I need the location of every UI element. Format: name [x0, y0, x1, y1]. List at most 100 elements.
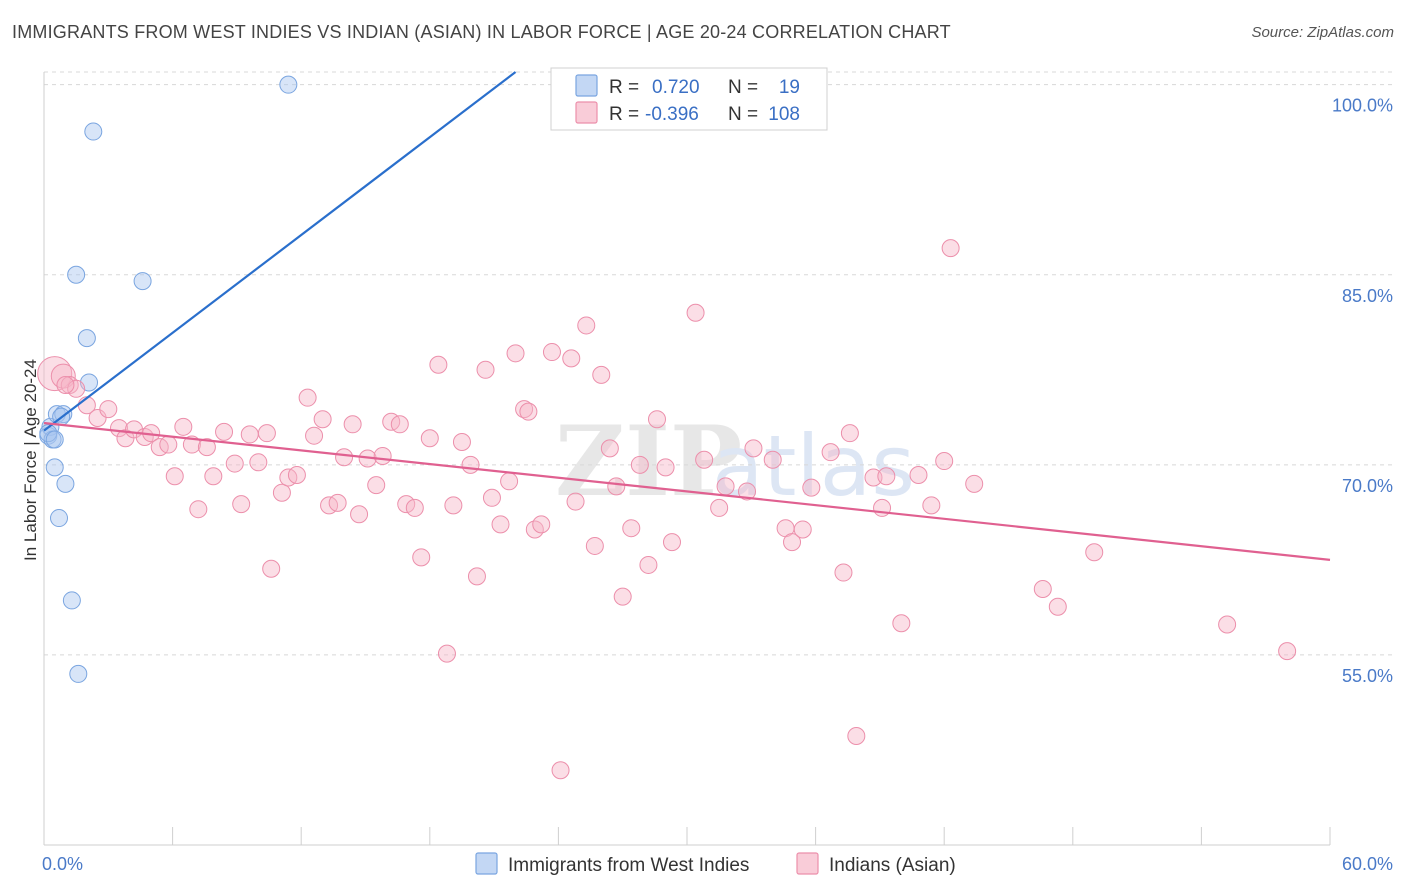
point-indians — [189, 500, 208, 519]
point-west-indies — [62, 591, 81, 610]
point-indians — [1033, 580, 1052, 599]
point-indians — [412, 548, 431, 567]
point-west-indies — [84, 122, 103, 141]
point-indians — [542, 343, 561, 362]
point-indians — [197, 438, 216, 457]
point-west-indies — [69, 664, 88, 683]
point-indians — [67, 379, 86, 398]
point-indians — [165, 467, 184, 486]
point-indians — [249, 453, 268, 472]
point-indians — [622, 519, 641, 538]
tick-labels: 55.0% 70.0% 85.0% 100.0% 0.0% 60.0% — [42, 96, 1393, 874]
point-west-indies — [45, 458, 64, 477]
watermark-zip: ZIP — [555, 405, 742, 518]
point-indians — [662, 533, 681, 552]
point-indians — [935, 452, 954, 471]
point-indians — [305, 426, 324, 445]
point-indians — [686, 303, 705, 322]
point-indians — [600, 439, 619, 458]
source-label: Source: ZipAtlas.com — [1251, 24, 1394, 41]
point-indians — [37, 356, 73, 392]
point-indians — [840, 424, 859, 443]
y-tick-label: 85.0% — [1342, 286, 1393, 306]
point-indians — [272, 483, 291, 502]
point-indians — [367, 476, 386, 495]
point-west-indies — [45, 430, 64, 449]
point-indians — [429, 355, 448, 374]
trend-line-indians — [43, 421, 1331, 561]
point-west-indies — [67, 265, 86, 284]
point-indians — [834, 563, 853, 582]
watermark: ZIP atlas — [555, 405, 915, 518]
point-indians — [262, 559, 281, 578]
point-indians — [562, 349, 581, 368]
point-indians — [397, 495, 416, 514]
legend-swatch-indians — [575, 101, 598, 124]
point-indians — [1048, 597, 1067, 616]
point-indians — [390, 415, 409, 434]
point-indians — [1278, 642, 1297, 661]
point-indians — [491, 515, 510, 534]
axes — [43, 72, 1331, 846]
stats-legend: R = 0.720 N = 19 R = -0.396 N = 108 — [550, 67, 828, 131]
point-indians — [802, 478, 821, 497]
point-indians — [577, 316, 596, 335]
point-indians — [613, 587, 632, 606]
bottom-legend-swatch-west-indies — [475, 852, 498, 875]
point-indians — [630, 455, 649, 474]
point-west-indies — [133, 272, 152, 291]
point-indians — [444, 496, 463, 515]
legend-swatch-west-indies — [575, 74, 598, 97]
point-indians — [174, 417, 193, 436]
point-indians — [313, 410, 332, 429]
x-tick-label: 0.0% — [42, 854, 83, 874]
point-indians — [232, 495, 251, 514]
legend-r-value: 0.720 — [652, 77, 700, 98]
legend-n-value: 19 — [779, 77, 800, 98]
bottom-legend-swatch-indians — [796, 852, 819, 875]
point-indians — [159, 435, 178, 454]
point-west-indies — [39, 424, 58, 443]
point-indians — [420, 429, 439, 448]
point-indians — [88, 408, 107, 427]
point-indians — [56, 376, 75, 395]
point-indians — [350, 505, 369, 524]
legend-n-value: 108 — [768, 104, 800, 125]
data-points — [37, 75, 1297, 780]
point-indians — [763, 450, 782, 469]
bottom-legend-label-west-indies: Immigrants from West Indies — [508, 855, 749, 876]
point-indians — [892, 614, 911, 633]
legend-r-label: R = — [609, 104, 639, 125]
point-indians — [225, 454, 244, 473]
point-indians — [656, 458, 675, 477]
point-west-indies — [56, 474, 75, 493]
y-axis-label: In Labor Force | Age 20-24 — [21, 359, 40, 561]
legend-r-label: R = — [609, 77, 639, 98]
y-tick-label: 55.0% — [1342, 666, 1393, 686]
point-indians — [287, 465, 306, 484]
point-indians — [328, 493, 347, 512]
point-indians — [783, 533, 802, 552]
point-indians — [257, 424, 276, 443]
point-indians — [738, 482, 757, 501]
point-indians — [500, 472, 519, 491]
point-west-indies — [279, 75, 298, 94]
point-indians — [215, 422, 234, 441]
point-west-indies — [50, 509, 69, 528]
point-indians — [607, 477, 626, 496]
point-indians — [922, 496, 941, 515]
point-indians — [532, 515, 551, 534]
point-indians — [298, 388, 317, 407]
point-indians — [1085, 543, 1104, 562]
point-indians — [744, 439, 763, 458]
point-indians — [592, 365, 611, 384]
trend-lines — [43, 71, 1331, 561]
point-indians — [585, 536, 604, 555]
point-indians — [240, 425, 259, 444]
x-tick-label: 60.0% — [1342, 854, 1393, 874]
point-indians — [343, 415, 362, 434]
legend-n-label: N = — [728, 104, 758, 125]
point-indians — [405, 498, 424, 517]
chart-title: IMMIGRANTS FROM WEST INDIES VS INDIAN (A… — [12, 22, 951, 42]
bottom-legend-label-indians: Indians (Asian) — [829, 855, 956, 876]
